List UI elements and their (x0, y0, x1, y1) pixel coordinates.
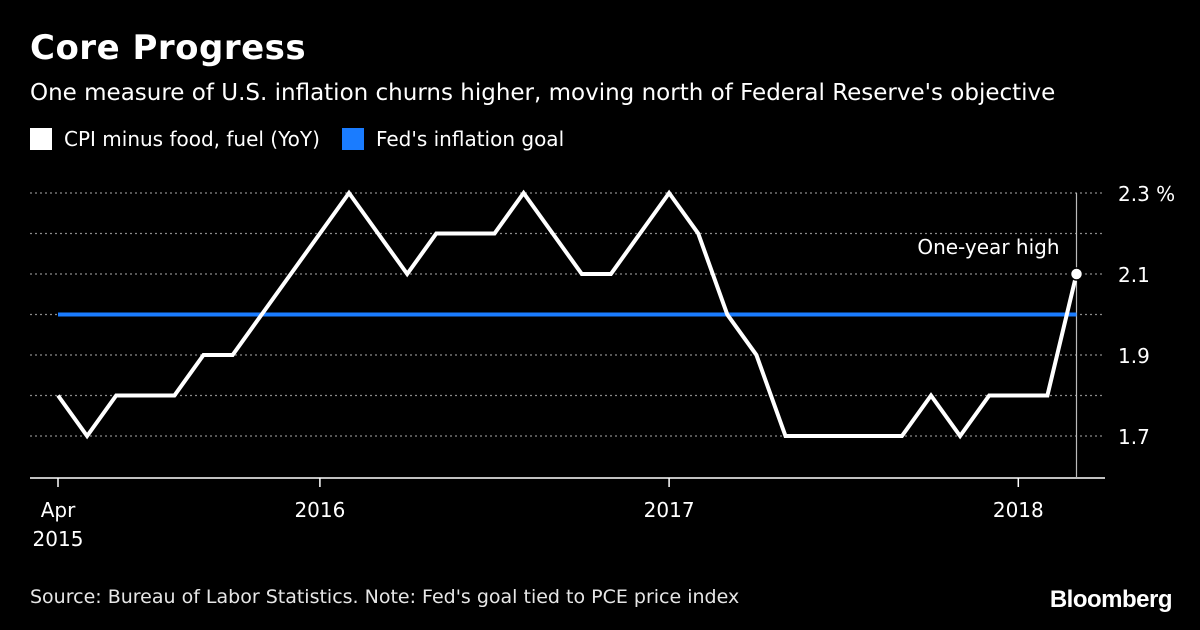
legend-label-cpi: CPI minus food, fuel (YoY) (64, 127, 320, 151)
x-tick-label: Apr (41, 498, 76, 522)
annotation-label: One-year high (917, 235, 1059, 259)
data-point-last (1069, 267, 1084, 281)
x-tick-label: 2016 (294, 498, 345, 522)
y-tick-label: 1.9 (1118, 344, 1150, 368)
legend-label-goal: Fed's inflation goal (375, 127, 565, 151)
source-note: Source: Bureau of Labor Statistics. Note… (30, 586, 740, 608)
x-tick-label: 2017 (644, 498, 695, 522)
legend-item-cpi: CPI minus food, fuel (YoY) (30, 127, 320, 151)
y-tick-label: 2.3 % (1118, 182, 1175, 206)
legend-swatch-goal (341, 128, 364, 150)
x-tick-label: 2015 (33, 527, 84, 551)
legend-item-goal: Fed's inflation goal (341, 127, 565, 151)
legend-swatch-cpi (30, 128, 52, 150)
bloomberg-logo: Bloomberg (1049, 586, 1173, 613)
legend: CPI minus food, fuel (YoY) Fed's inflati… (30, 127, 586, 151)
y-tick-label: 2.1 (1118, 263, 1150, 287)
y-tick-label: 1.7 (1118, 425, 1150, 449)
chart-subtitle: One measure of U.S. inflation churns hig… (30, 80, 1056, 106)
chart-title: Core Progress (30, 28, 307, 68)
x-tick-label: 2018 (993, 498, 1044, 522)
series-line-cpi (56, 189, 1079, 440)
